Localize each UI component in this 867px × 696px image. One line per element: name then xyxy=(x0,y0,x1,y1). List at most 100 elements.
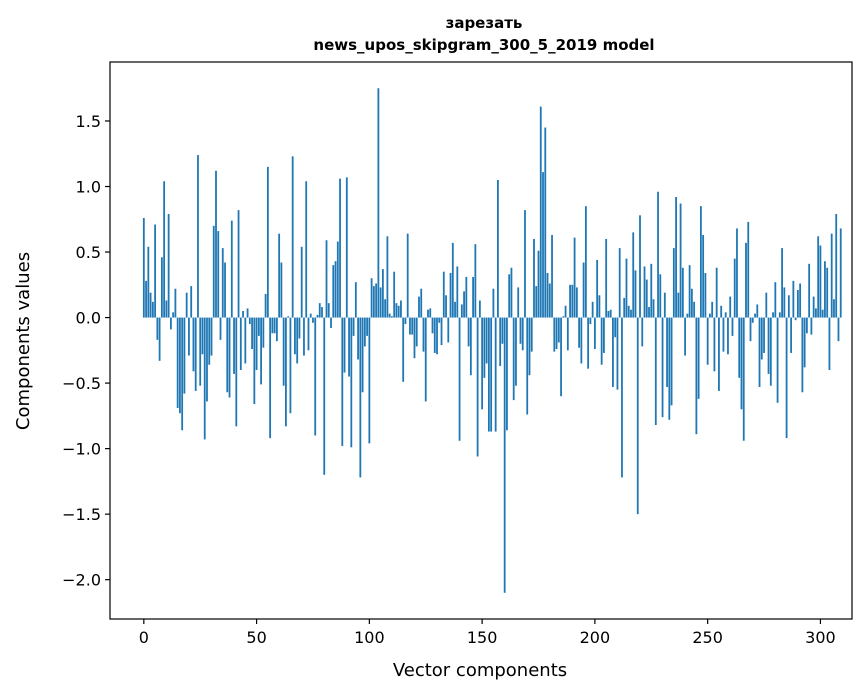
bar xyxy=(564,305,567,318)
bar xyxy=(440,317,443,346)
bar xyxy=(663,292,666,318)
bar xyxy=(614,317,617,338)
plot-area-frame xyxy=(109,61,853,620)
bar xyxy=(447,317,450,343)
bar xyxy=(641,317,644,347)
bar xyxy=(348,317,350,377)
bar xyxy=(632,232,635,318)
bar xyxy=(686,313,689,318)
bar xyxy=(485,317,488,364)
bar xyxy=(431,317,434,334)
bar xyxy=(546,273,549,318)
bar xyxy=(239,317,242,370)
bar xyxy=(596,259,599,318)
bar xyxy=(169,317,172,330)
bar xyxy=(593,317,596,350)
bar xyxy=(424,317,427,402)
bar xyxy=(623,297,626,318)
bar xyxy=(562,316,565,318)
bar xyxy=(670,317,673,406)
bar xyxy=(296,317,299,364)
bar xyxy=(589,317,592,325)
bar xyxy=(438,317,441,323)
bar xyxy=(393,271,396,318)
bar xyxy=(675,196,677,318)
x-tick-label: 200 xyxy=(580,628,611,647)
bar xyxy=(661,317,664,418)
bar xyxy=(275,317,278,342)
bar xyxy=(422,317,425,352)
bar xyxy=(253,317,256,405)
bar xyxy=(551,235,553,318)
x-axis: 0 50 100 150 200 250 300 xyxy=(139,619,836,647)
bar xyxy=(221,248,224,318)
bar xyxy=(316,314,319,318)
bar xyxy=(702,235,705,318)
bar xyxy=(242,311,244,318)
bar xyxy=(478,300,481,318)
bar xyxy=(377,88,380,318)
y-tick-label: −0.5 xyxy=(62,374,101,393)
bar xyxy=(397,305,400,318)
bar xyxy=(332,265,335,318)
bar xyxy=(411,317,414,335)
bar xyxy=(151,301,154,318)
bar xyxy=(645,279,648,318)
bar xyxy=(501,317,504,344)
bar xyxy=(537,250,540,318)
bar xyxy=(616,317,619,390)
bar xyxy=(799,283,802,318)
bar xyxy=(833,299,835,318)
bar xyxy=(163,181,166,318)
bar xyxy=(206,317,208,402)
bar xyxy=(727,317,729,355)
bar xyxy=(803,317,806,368)
bar xyxy=(226,317,229,393)
bar xyxy=(659,274,662,318)
bar xyxy=(733,258,736,318)
bar xyxy=(278,233,281,318)
bar xyxy=(303,317,305,356)
bar xyxy=(605,238,608,318)
bar xyxy=(147,246,150,318)
bar xyxy=(826,267,829,318)
bar xyxy=(510,267,513,318)
bar xyxy=(224,262,226,318)
bar xyxy=(560,317,562,397)
bar xyxy=(174,288,177,318)
bar xyxy=(343,317,346,373)
bar xyxy=(774,282,777,318)
bar xyxy=(463,291,465,318)
bar xyxy=(681,267,684,318)
bar xyxy=(287,316,290,318)
bar xyxy=(309,313,312,318)
bar xyxy=(519,317,522,344)
bar xyxy=(749,317,752,342)
bar xyxy=(600,317,603,365)
bar xyxy=(460,304,463,318)
bar xyxy=(154,224,156,318)
x-tick-label: 250 xyxy=(692,628,723,647)
bar xyxy=(350,317,353,448)
bar xyxy=(704,273,707,318)
bar xyxy=(812,296,815,318)
bar xyxy=(835,214,838,318)
bar xyxy=(738,317,741,378)
bar xyxy=(375,283,378,318)
bar xyxy=(794,317,797,321)
bar xyxy=(208,317,211,365)
bar xyxy=(400,300,402,318)
bar xyxy=(754,313,756,318)
bar xyxy=(325,240,328,318)
bar xyxy=(837,317,840,342)
bar xyxy=(591,301,594,318)
bar xyxy=(555,317,558,350)
bar xyxy=(607,311,610,318)
bar xyxy=(582,262,585,318)
bar xyxy=(699,206,702,318)
bar xyxy=(557,317,560,343)
y-tick-label: 1.0 xyxy=(76,178,101,197)
bar xyxy=(742,317,745,441)
bar xyxy=(643,266,646,318)
bar xyxy=(280,262,283,318)
